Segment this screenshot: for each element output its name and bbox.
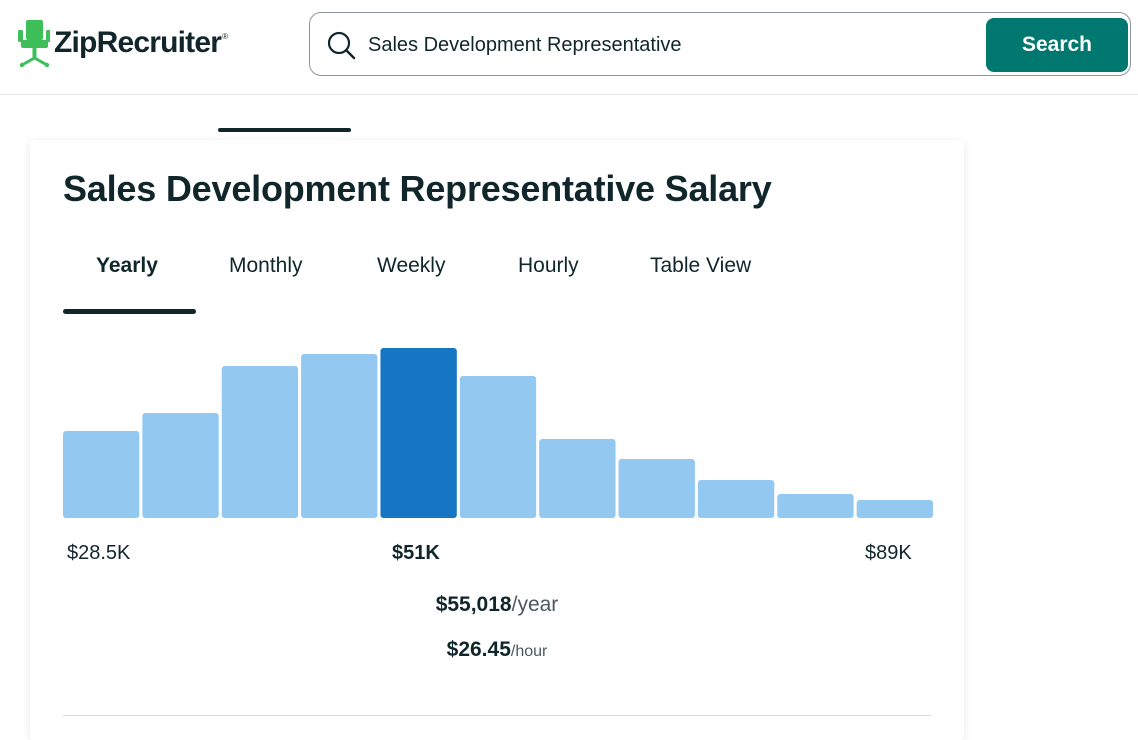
yearly-amount: $55,018 bbox=[435, 593, 512, 616]
histogram-bar[interactable] bbox=[301, 354, 378, 518]
tab-weekly[interactable]: Weekly bbox=[377, 254, 446, 277]
search-icon bbox=[327, 31, 356, 60]
period-tabs: Yearly Monthly Weekly Hourly Table View bbox=[63, 246, 931, 316]
tab-hourly[interactable]: Hourly bbox=[518, 254, 579, 277]
active-tab-underline bbox=[63, 309, 196, 314]
histogram-bar[interactable] bbox=[697, 480, 775, 518]
yearly-unit: /year bbox=[511, 593, 559, 616]
tab-table-view[interactable]: Table View bbox=[650, 254, 752, 277]
logo-wordmark: ZipRecruiter® bbox=[54, 26, 228, 59]
section-divider bbox=[63, 715, 931, 716]
nav-active-indicator bbox=[218, 128, 351, 132]
histogram-bar[interactable] bbox=[539, 439, 616, 518]
histogram-bar[interactable] bbox=[459, 376, 537, 518]
histogram-bar[interactable] bbox=[777, 494, 854, 518]
axis-mid-label: $51K bbox=[392, 542, 440, 564]
search-bar: Search bbox=[309, 12, 1131, 76]
histogram-bar[interactable] bbox=[142, 413, 219, 518]
site-header: ZipRecruiter® Search bbox=[0, 0, 1138, 95]
histogram-bar[interactable] bbox=[618, 459, 695, 518]
histogram-bar[interactable] bbox=[221, 366, 299, 518]
salary-card: Sales Development Representative Salary … bbox=[30, 140, 964, 740]
tab-monthly[interactable]: Monthly bbox=[229, 254, 303, 277]
histogram-bar-highlighted[interactable] bbox=[380, 348, 457, 518]
search-input[interactable] bbox=[368, 23, 968, 67]
chair-icon bbox=[18, 20, 50, 68]
hourly-salary: $26.45/hour bbox=[30, 638, 964, 662]
yearly-salary: $55,018/year bbox=[30, 593, 964, 617]
hourly-unit: /hour bbox=[510, 643, 548, 660]
histogram-svg bbox=[63, 348, 933, 518]
histogram-bar[interactable] bbox=[856, 500, 933, 518]
search-button[interactable]: Search bbox=[986, 18, 1128, 72]
histogram-bar[interactable] bbox=[63, 431, 140, 518]
salary-histogram bbox=[63, 340, 933, 520]
page-title: Sales Development Representative Salary bbox=[63, 168, 772, 209]
tab-yearly[interactable]: Yearly bbox=[96, 254, 158, 277]
hourly-amount: $26.45 bbox=[446, 638, 511, 661]
axis-min-label: $28.5K bbox=[67, 542, 131, 564]
ziprecruiter-logo[interactable]: ZipRecruiter® bbox=[18, 18, 228, 68]
axis-max-label: $89K bbox=[865, 542, 912, 564]
